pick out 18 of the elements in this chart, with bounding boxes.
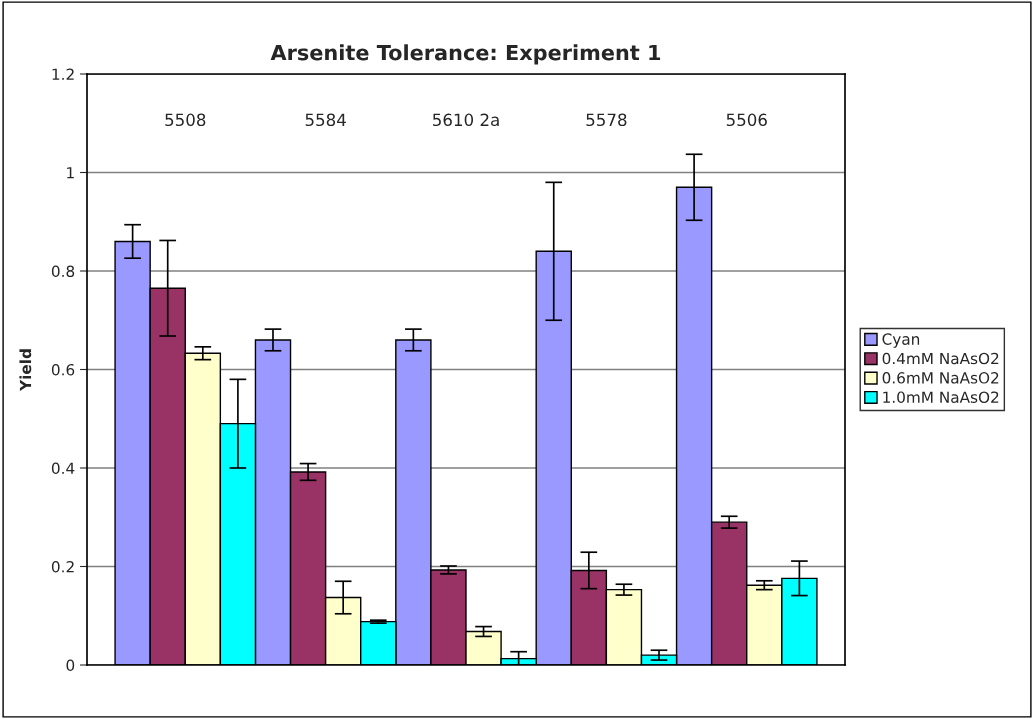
legend-label: 0.6mM NaAsO2 [882, 372, 999, 384]
y-tick-label: 1 [67, 167, 74, 179]
y-axis-title: Yield [19, 349, 32, 392]
y-tick-label: 0.8 [51, 265, 75, 278]
y-tick-label: 0.6 [51, 363, 75, 376]
x-tick-label: 5610 2a [433, 113, 499, 127]
x-tick-label: 5584 [305, 113, 346, 127]
chart-title: Arsenite Tolerance: Experiment 1 [270, 44, 661, 65]
y-tick-label: 0 [66, 659, 75, 672]
legend-label: Cyan [882, 333, 920, 348]
legend-label: 0.4mM NaAsO2 [882, 352, 999, 365]
x-tick-label: 5506 [726, 113, 767, 127]
x-tick-label: 5578 [586, 113, 627, 127]
y-tick-label: 1.2 [52, 68, 74, 80]
y-tick-label: 0.4 [51, 462, 75, 475]
x-tick-label: 5508 [165, 113, 206, 127]
legend-label: 1.0mM NaAsO2 [883, 391, 999, 403]
y-tick-label: 0.2 [51, 560, 74, 573]
